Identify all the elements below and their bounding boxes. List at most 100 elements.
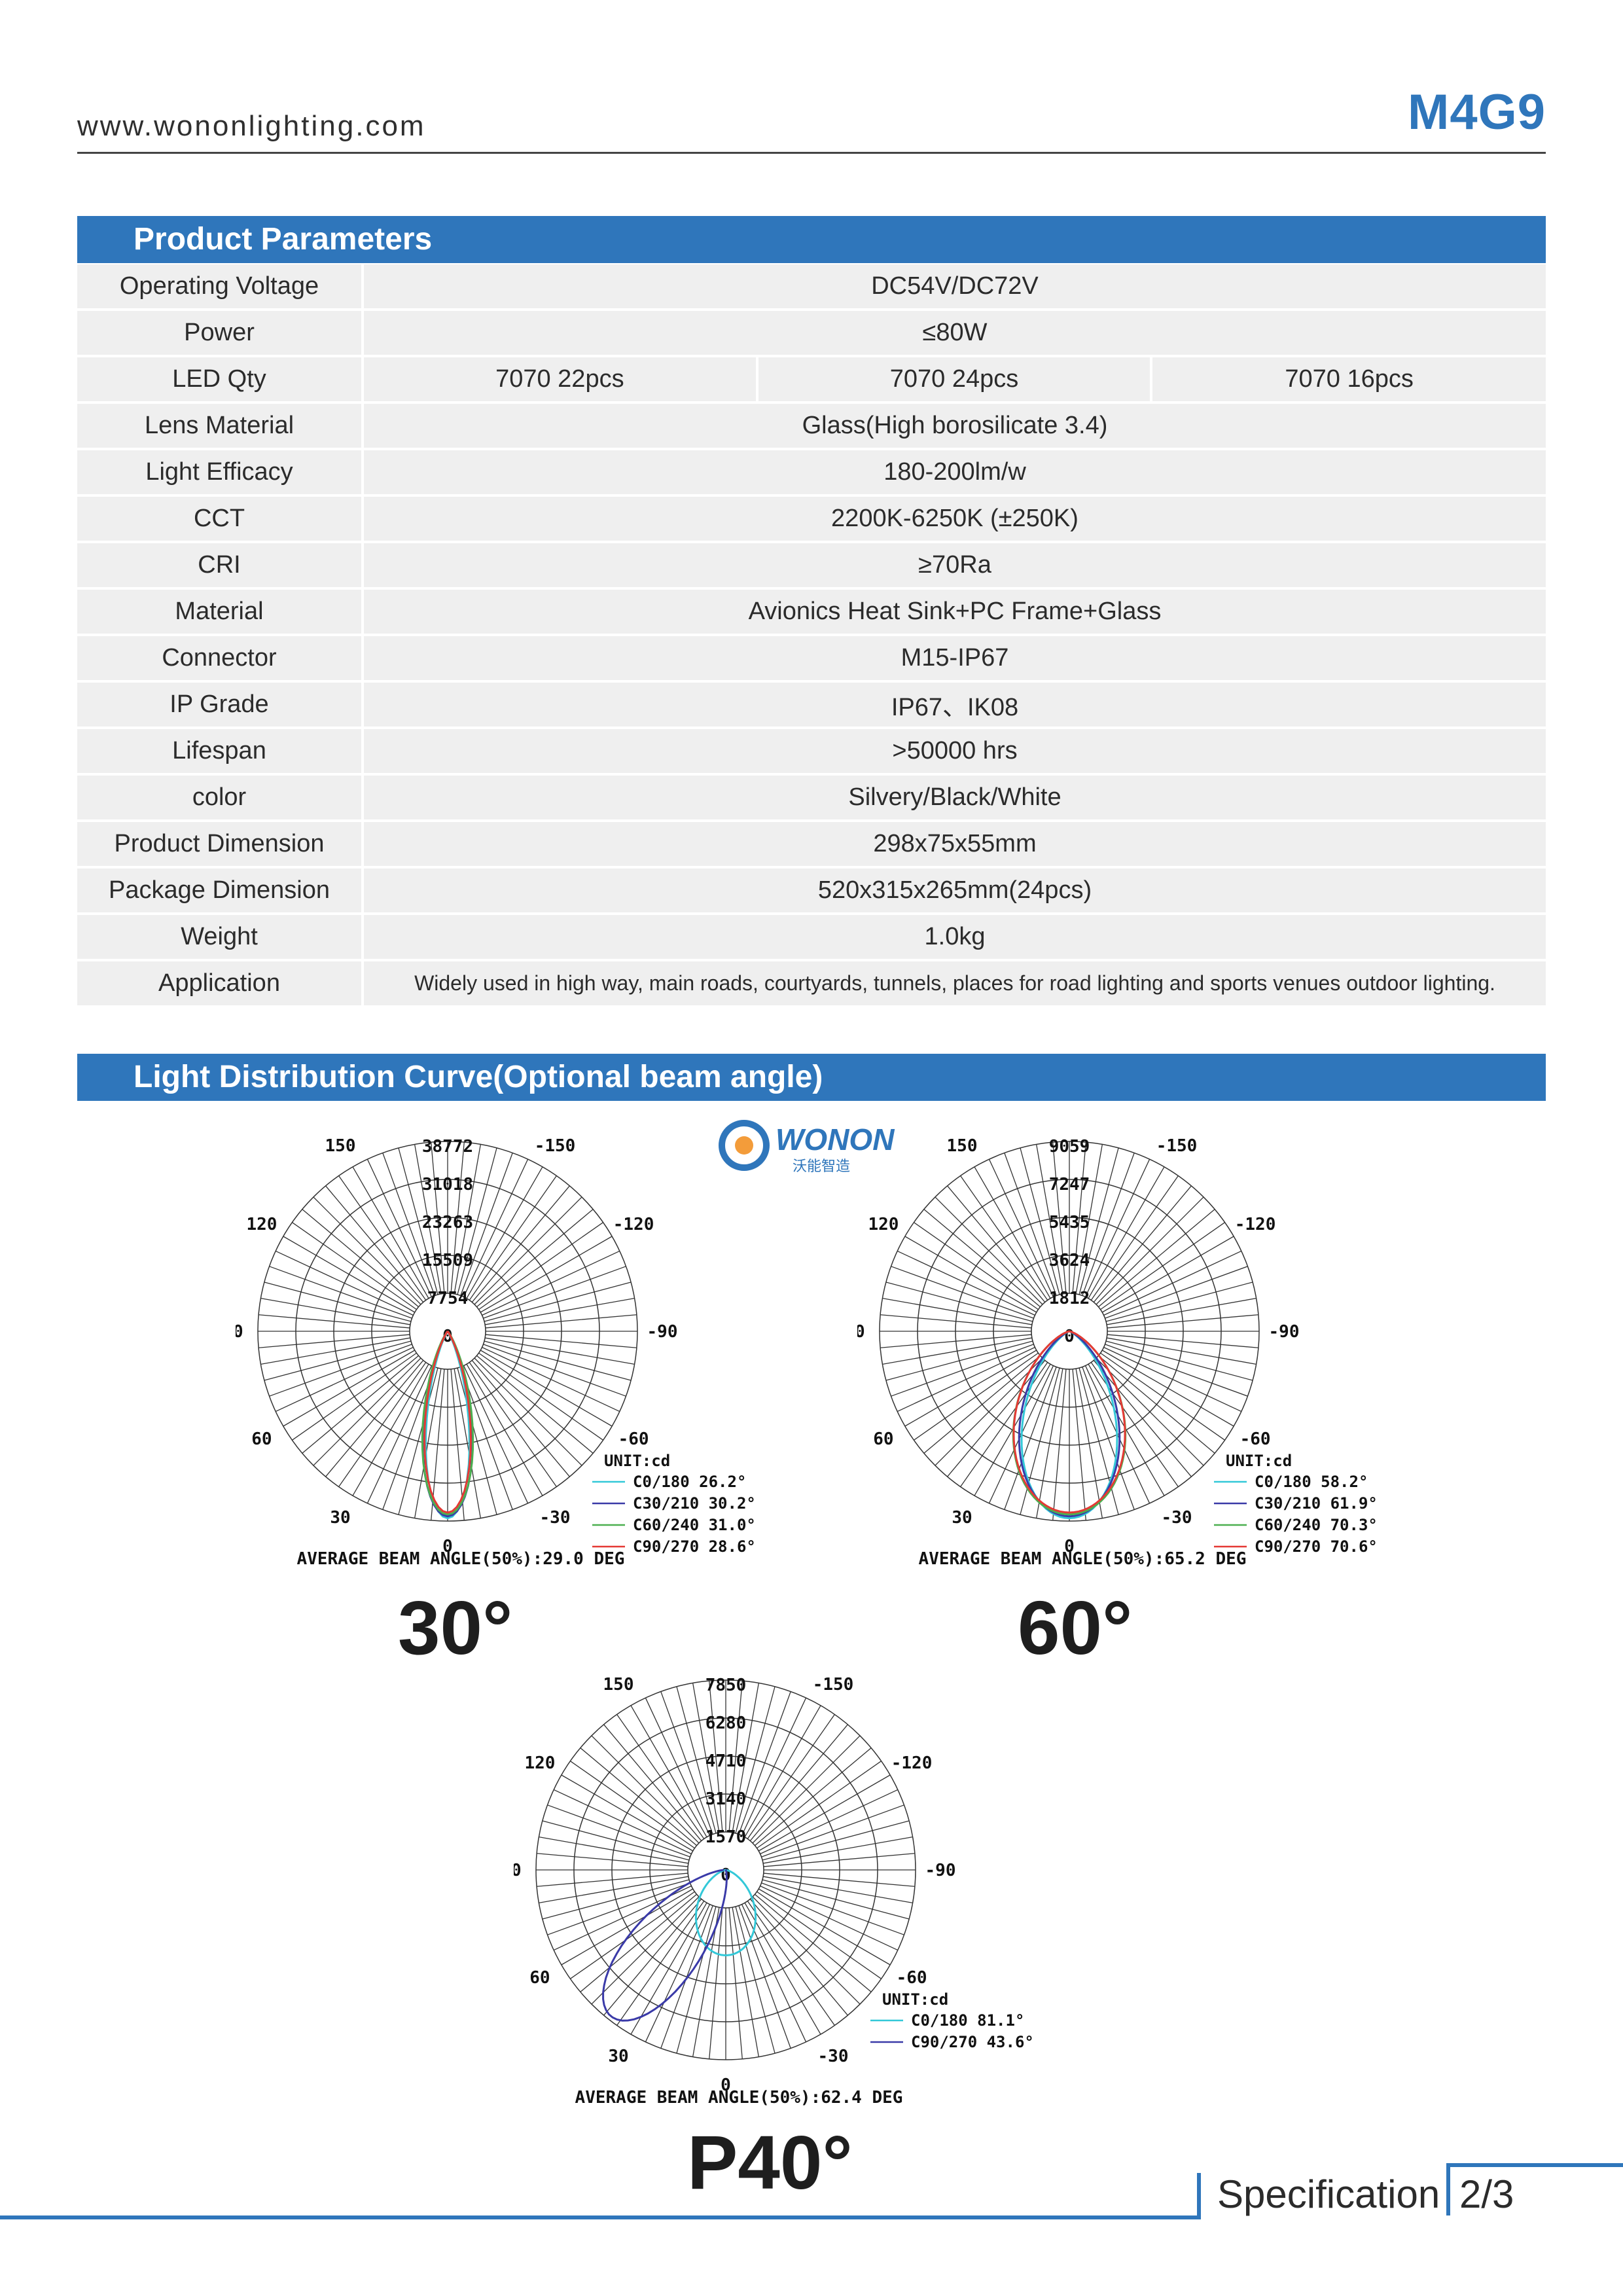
param-value: Avionics Heat Sink+PC Frame+Glass bbox=[363, 588, 1546, 636]
polar-angle-label: 120 bbox=[868, 1215, 899, 1234]
polar-chart-p40: 7850 6280 4710 3140 1570 0 -150 150 -120 120 -90 90… bbox=[514, 1675, 1034, 2108]
polar-ring bbox=[295, 1179, 600, 1484]
param-value: Glass(High borosilicate 3.4) bbox=[363, 403, 1546, 450]
polar-ring-label: 7850 bbox=[705, 1676, 747, 1695]
param-label: Lifespan bbox=[77, 728, 364, 776]
legend-label: C60/240 70.3° bbox=[1255, 1516, 1378, 1534]
polar-angle-label: 150 bbox=[603, 1675, 634, 1695]
polar-ring bbox=[371, 1255, 524, 1408]
average-beam-text: AVERAGE BEAM ANGLE(50%):62.4 DEG bbox=[575, 2088, 903, 2108]
footer-tick bbox=[1197, 2173, 1201, 2219]
polar-angle-label: 60 bbox=[529, 1968, 550, 1988]
param-value: ≥70Ra bbox=[363, 542, 1546, 590]
legend-label: C0/180 26.2° bbox=[633, 1473, 746, 1491]
polar-series-curve bbox=[694, 1869, 757, 1957]
polar-angle-label: 150 bbox=[325, 1136, 356, 1156]
polar-ring-label: 7754 bbox=[427, 1289, 469, 1308]
polar-ring-label: 23263 bbox=[422, 1213, 473, 1232]
polar-angle-label: 0 bbox=[442, 1537, 453, 1556]
polar-ring-label: 4710 bbox=[705, 1751, 747, 1771]
footer-page-box bbox=[1446, 2163, 1623, 2215]
model-code: M4G9 bbox=[1408, 84, 1546, 140]
polar-ring bbox=[573, 1717, 878, 2022]
polar-ring bbox=[257, 1141, 638, 1522]
param-label: Operating Voltage bbox=[77, 264, 364, 311]
param-value: IP67、IK08 bbox=[363, 681, 1546, 729]
param-row-efficacy: Light Efficacy 180-200lm/w bbox=[77, 449, 1546, 497]
param-row-package-dimension: Package Dimension 520x315x265mm(24pcs) bbox=[77, 867, 1546, 915]
polar-ring-label: 15509 bbox=[422, 1251, 473, 1270]
beam-label-p40: P40° bbox=[687, 2120, 853, 2205]
param-label: IP Grade bbox=[77, 681, 364, 729]
parameters-table: Operating Voltage DC54V/DC72V Power ≤80W… bbox=[77, 264, 1546, 1008]
param-value: 7070 24pcs bbox=[757, 356, 1153, 404]
logo-subtitle-text: 沃能智造 bbox=[793, 1158, 850, 1175]
polar-series-curve bbox=[423, 1330, 472, 1514]
polar-ring-label: 31018 bbox=[422, 1175, 473, 1194]
polar-ring bbox=[955, 1217, 1184, 1446]
polar-angle-label: 120 bbox=[246, 1215, 277, 1234]
legend-label: C0/180 81.1° bbox=[911, 2011, 1024, 2030]
footer-rule bbox=[0, 2215, 1199, 2219]
beam-label-30: 30° bbox=[398, 1585, 513, 1670]
polar-angle-label: -120 bbox=[613, 1215, 654, 1234]
legend-label: C90/270 43.6° bbox=[911, 2033, 1034, 2051]
legend-label: C0/180 58.2° bbox=[1255, 1473, 1368, 1491]
param-value: 2200K-6250K (±250K) bbox=[363, 495, 1546, 543]
param-value: >50000 hrs bbox=[363, 728, 1546, 776]
param-value: 1.0kg bbox=[363, 914, 1546, 961]
polar-angle-label: 90 bbox=[857, 1322, 865, 1342]
header-divider bbox=[77, 152, 1546, 154]
param-row-product-dimension: Product Dimension 298x75x55mm bbox=[77, 821, 1546, 869]
polar-angle-label: -150 bbox=[1156, 1136, 1198, 1156]
param-value: DC54V/DC72V bbox=[363, 264, 1546, 311]
polar-angle-label: 60 bbox=[251, 1429, 272, 1449]
polar-angle-label: -30 bbox=[818, 2047, 849, 2066]
param-value: Widely used in high way, main roads, cou… bbox=[363, 960, 1546, 1008]
polar-grid bbox=[257, 1141, 638, 1522]
param-row-cct: CCT 2200K-6250K (±250K) bbox=[77, 495, 1546, 543]
param-label: Package Dimension bbox=[77, 867, 364, 915]
polar-angle-label: -150 bbox=[535, 1136, 576, 1156]
polar-ring-label: 3624 bbox=[1049, 1251, 1090, 1270]
polar-ring-label: 7247 bbox=[1049, 1175, 1090, 1194]
polar-angle-label: -150 bbox=[813, 1675, 854, 1695]
polar-ring-label: 0 bbox=[1064, 1327, 1075, 1346]
polar-ring-label: 0 bbox=[442, 1327, 453, 1346]
polar-angle-label: 30 bbox=[952, 1508, 972, 1528]
polar-ring-label: 3140 bbox=[705, 1789, 747, 1809]
polar-angle-label: 150 bbox=[947, 1136, 978, 1156]
param-label: Weight bbox=[77, 914, 364, 961]
polar-angle-label: 120 bbox=[524, 1753, 555, 1773]
polar-angle-label: 90 bbox=[236, 1322, 243, 1342]
param-row-color: color Silvery/Black/White bbox=[77, 774, 1546, 822]
polar-angle-label: -60 bbox=[618, 1429, 649, 1449]
param-label: Power bbox=[77, 310, 364, 357]
param-value: 520x315x265mm(24pcs) bbox=[363, 867, 1546, 915]
polar-unit-label: UNIT:cd bbox=[1226, 1452, 1292, 1470]
param-label: Lens Material bbox=[77, 403, 364, 450]
polar-angle-label: -90 bbox=[647, 1322, 678, 1342]
param-label: LED Qty bbox=[77, 356, 364, 404]
param-label: Material bbox=[77, 588, 364, 636]
polar-angle-label: -60 bbox=[1240, 1429, 1271, 1449]
param-value: 7070 16pcs bbox=[1151, 356, 1546, 404]
param-label: color bbox=[77, 774, 364, 822]
param-row-led-qty: LED Qty 7070 22pcs 7070 24pcs 7070 16pcs bbox=[77, 356, 1546, 404]
param-row-lens: Lens Material Glass(High borosilicate 3.… bbox=[77, 403, 1546, 450]
logo-brand-text: WONON bbox=[776, 1122, 895, 1157]
polar-angle-label: 30 bbox=[608, 2047, 628, 2066]
param-row-cri: CRI ≥70Ra bbox=[77, 542, 1546, 590]
polar-ring bbox=[649, 1793, 802, 1946]
polar-angle-label: -30 bbox=[1162, 1508, 1192, 1528]
polar-ring-label: 38772 bbox=[422, 1137, 473, 1157]
legend-label: C30/210 30.2° bbox=[633, 1494, 756, 1513]
legend-label: C30/210 61.9° bbox=[1255, 1494, 1378, 1513]
param-value: 180-200lm/w bbox=[363, 449, 1546, 497]
polar-angle-label: -90 bbox=[925, 1861, 956, 1880]
param-value: 298x75x55mm bbox=[363, 821, 1546, 869]
param-row-application: Application Widely used in high way, mai… bbox=[77, 960, 1546, 1008]
param-row-weight: Weight 1.0kg bbox=[77, 914, 1546, 961]
website-url: www.wononlighting.com bbox=[77, 110, 426, 142]
param-value: 7070 22pcs bbox=[363, 356, 758, 404]
